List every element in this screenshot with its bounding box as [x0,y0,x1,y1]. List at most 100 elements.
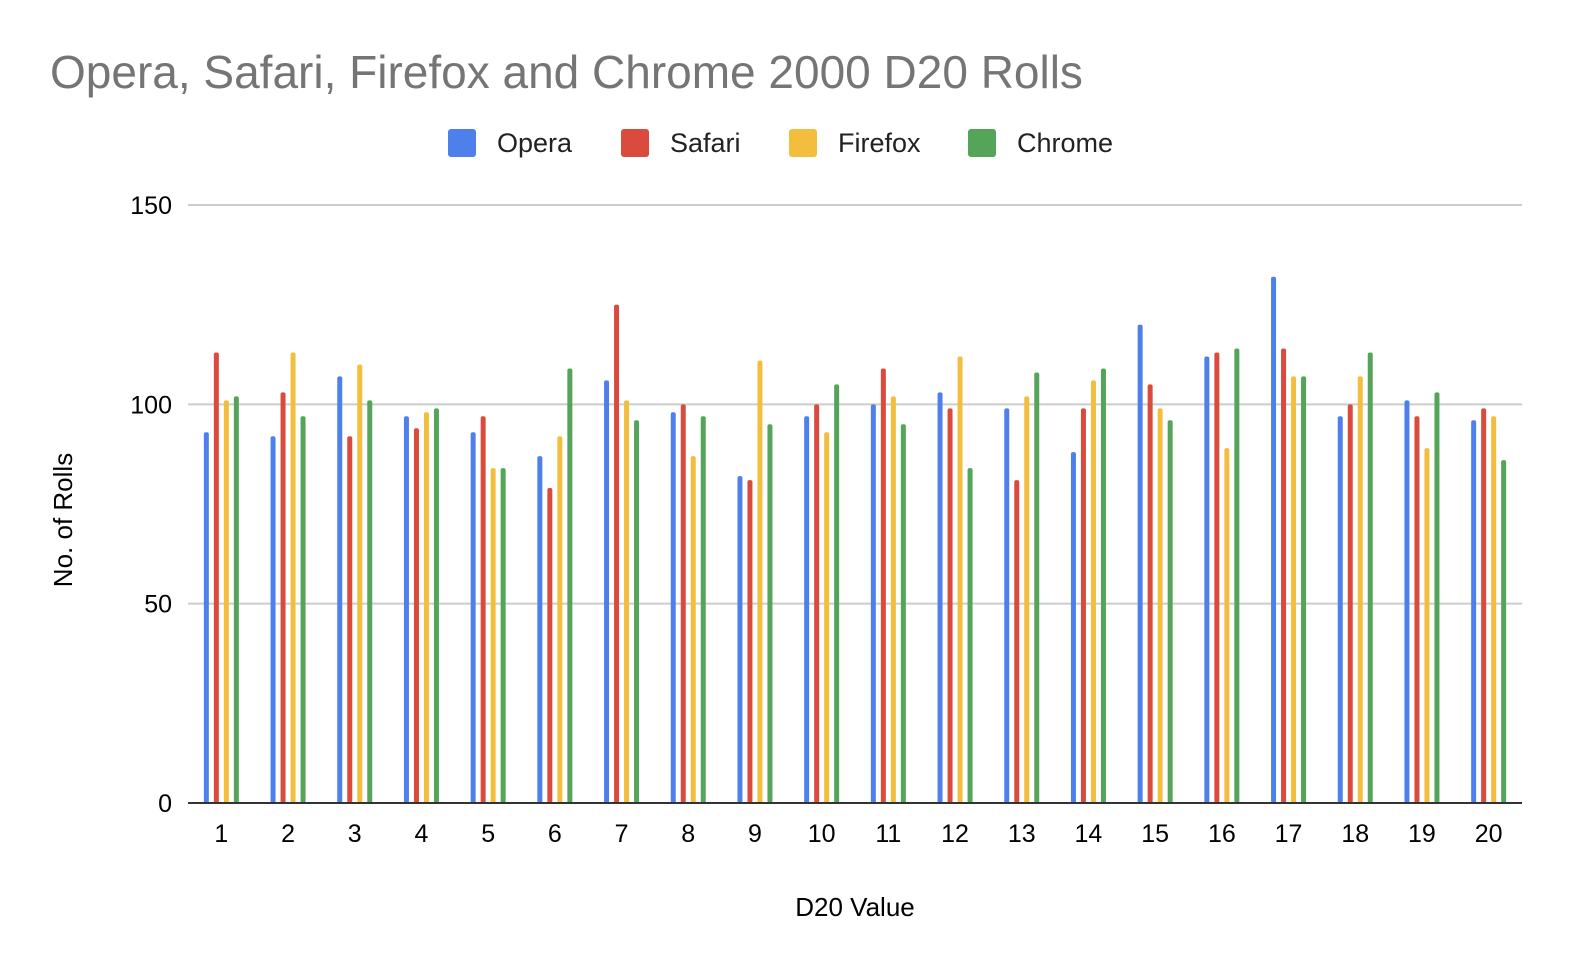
x-tick-label: 14 [1075,820,1103,848]
bar-opera-19 [1404,400,1410,803]
legend-label-opera: Opera [497,128,573,158]
x-tick-label: 19 [1408,820,1436,848]
bar-chrome-13 [1034,372,1040,803]
bar-firefox-4 [423,412,429,803]
bar-firefox-8 [690,456,696,803]
bar-chrome-17 [1301,376,1307,803]
x-tick-label: 12 [941,820,969,848]
legend-swatch-firefox [789,129,817,157]
bar-safari-4 [413,428,419,803]
bar-chrome-12 [967,468,973,803]
x-tick-label: 9 [748,820,762,848]
bars [203,276,1507,803]
bar-firefox-20 [1491,416,1497,803]
bar-safari-19 [1414,416,1420,803]
bar-chrome-9 [767,424,773,803]
bar-safari-8 [680,404,686,803]
x-tick-label: 1 [214,820,228,848]
bar-safari-18 [1347,404,1353,803]
bar-firefox-11 [890,396,896,803]
bar-safari-5 [480,416,486,803]
bar-opera-5 [470,432,476,803]
bar-opera-13 [1004,408,1010,803]
bar-safari-1 [213,352,219,803]
bar-chrome-16 [1234,348,1240,803]
bar-firefox-10 [824,432,830,803]
bar-chrome-2 [300,416,306,803]
bar-safari-16 [1214,352,1220,803]
y-axis-ticks: 0 50 100 150 [130,192,172,818]
bar-firefox-3 [357,364,363,803]
bar-firefox-16 [1224,448,1230,803]
bar-chrome-11 [900,424,906,803]
bar-firefox-2 [290,352,296,803]
bar-chrome-10 [834,384,840,803]
bar-firefox-14 [1090,380,1096,803]
bar-chrome-7 [634,420,640,803]
bar-opera-10 [804,416,810,803]
y-axis-title: No. of Rolls [48,453,78,587]
bar-chrome-5 [500,468,506,803]
bar-firefox-18 [1357,376,1363,803]
bar-safari-7 [614,304,620,803]
bar-safari-2 [280,392,286,803]
bar-opera-12 [937,392,943,803]
bar-chrome-20 [1501,460,1507,803]
x-tick-label: 8 [681,820,695,848]
x-tick-label: 17 [1275,820,1303,848]
x-tick-label: 10 [808,820,836,848]
bar-firefox-17 [1291,376,1297,803]
bar-chrome-15 [1167,420,1173,803]
bar-safari-13 [1014,480,1020,803]
bar-chrome-1 [233,396,239,803]
bar-opera-16 [1204,356,1210,803]
y-tick-label: 50 [144,591,172,619]
bar-safari-14 [1080,408,1086,803]
bar-opera-7 [604,380,610,803]
legend-swatch-safari [621,129,649,157]
x-tick-label: 4 [414,820,428,848]
bar-chrome-4 [433,408,439,803]
bar-opera-1 [203,432,209,803]
bar-firefox-1 [223,400,229,803]
x-axis-ticks: 1 2 3 4 5 6 7 8 9 10 11 12 13 14 15 16 17 18 19 20 [214,820,1502,848]
bar-firefox-13 [1024,396,1030,803]
legend-swatch-chrome [968,129,996,157]
bar-chrome-19 [1434,392,1440,803]
x-tick-label: 18 [1341,820,1369,848]
legend-label-safari: Safari [670,128,741,158]
bar-opera-18 [1337,416,1343,803]
bar-chrome-8 [700,416,706,803]
bar-firefox-12 [957,356,963,803]
bar-opera-15 [1137,324,1143,803]
x-tick-label: 3 [348,820,362,848]
bar-opera-11 [870,404,876,803]
bar-firefox-19 [1424,448,1430,803]
bar-opera-14 [1070,452,1076,803]
bar-opera-4 [403,416,409,803]
bar-safari-12 [947,408,953,803]
x-tick-label: 20 [1475,820,1503,848]
bar-chrome-14 [1100,368,1106,803]
x-tick-label: 13 [1008,820,1036,848]
y-tick-label: 150 [130,192,172,220]
bar-chrome-3 [367,400,373,803]
bar-opera-20 [1471,420,1477,803]
bar-safari-3 [347,436,353,803]
bar-firefox-5 [490,468,496,803]
bar-safari-9 [747,480,753,803]
bar-safari-20 [1481,408,1487,803]
chart-title: Opera, Safari, Firefox and Chrome 2000 D… [50,46,1083,98]
x-tick-label: 2 [281,820,295,848]
x-tick-label: 6 [548,820,562,848]
x-axis-title: D20 Value [795,892,915,922]
bar-opera-8 [670,412,676,803]
x-tick-label: 11 [875,820,901,848]
bar-opera-2 [270,436,276,803]
bar-firefox-7 [624,400,630,803]
bar-opera-9 [737,476,743,803]
gridlines [188,204,1522,605]
bar-chrome-18 [1367,352,1373,803]
y-tick-label: 0 [158,790,172,818]
bar-firefox-6 [557,436,563,803]
